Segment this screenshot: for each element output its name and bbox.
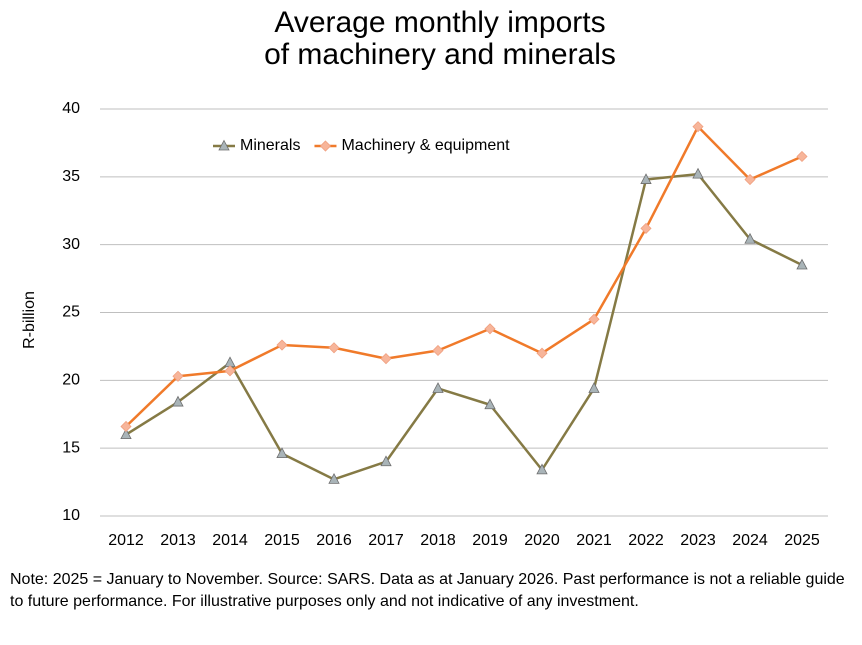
x-tick-label: 2023 bbox=[680, 532, 716, 549]
x-tick-label: 2025 bbox=[784, 532, 820, 549]
point bbox=[588, 313, 600, 325]
x-tick-label: 2012 bbox=[108, 532, 144, 549]
y-tick-label: 15 bbox=[62, 439, 80, 456]
x-tick-label: 2024 bbox=[732, 532, 768, 549]
point bbox=[172, 395, 184, 407]
point bbox=[796, 258, 808, 270]
point bbox=[380, 455, 392, 467]
point bbox=[172, 370, 184, 382]
point bbox=[120, 420, 132, 433]
point bbox=[588, 382, 600, 393]
y-tick-label: 10 bbox=[62, 507, 80, 524]
point bbox=[276, 339, 288, 351]
x-tick-label: 2016 bbox=[316, 532, 352, 549]
series-line bbox=[125, 172, 803, 481]
point bbox=[536, 347, 548, 359]
y-axis-label: R-billion bbox=[21, 291, 38, 349]
y-tick-label: 20 bbox=[62, 372, 80, 389]
x-tick-label: 2022 bbox=[628, 532, 664, 549]
point bbox=[120, 428, 132, 440]
y-tick-label: 40 bbox=[62, 100, 80, 117]
point bbox=[432, 344, 444, 357]
legend-marker bbox=[319, 140, 332, 152]
point bbox=[640, 222, 652, 234]
point bbox=[744, 232, 756, 244]
point bbox=[484, 323, 496, 335]
point bbox=[692, 121, 704, 133]
x-tick-label: 2014 bbox=[212, 532, 248, 549]
point bbox=[328, 342, 340, 354]
point bbox=[640, 173, 652, 184]
legend-label: Machinery & equipment bbox=[341, 137, 510, 154]
series-line bbox=[125, 125, 803, 428]
footnote: Note: 2025 = January to November. Source… bbox=[10, 571, 845, 610]
y-tick-label: 25 bbox=[62, 304, 80, 321]
chart-title: of machinery and minerals bbox=[264, 38, 616, 71]
x-tick-label: 2021 bbox=[576, 532, 612, 549]
chart-title: Average monthly imports bbox=[274, 6, 605, 39]
legend-label: Minerals bbox=[240, 137, 300, 154]
y-tick-label: 35 bbox=[62, 168, 80, 185]
point bbox=[328, 473, 340, 484]
legend-marker bbox=[218, 139, 230, 151]
x-tick-label: 2015 bbox=[264, 532, 300, 549]
x-tick-label: 2013 bbox=[160, 532, 196, 549]
point bbox=[380, 353, 392, 365]
x-tick-label: 2020 bbox=[524, 532, 560, 549]
point bbox=[276, 447, 288, 458]
chart: Average monthly imports of machinery and… bbox=[21, 6, 828, 549]
x-tick-label: 2017 bbox=[368, 532, 404, 549]
point bbox=[224, 365, 236, 377]
point bbox=[484, 398, 496, 410]
point bbox=[744, 173, 756, 186]
x-tick-label: 2019 bbox=[472, 532, 508, 549]
x-tick-label: 2018 bbox=[420, 532, 456, 549]
y-tick-label: 30 bbox=[62, 236, 80, 253]
point bbox=[432, 382, 444, 393]
point bbox=[692, 167, 704, 179]
point bbox=[796, 150, 808, 163]
point bbox=[536, 463, 548, 475]
